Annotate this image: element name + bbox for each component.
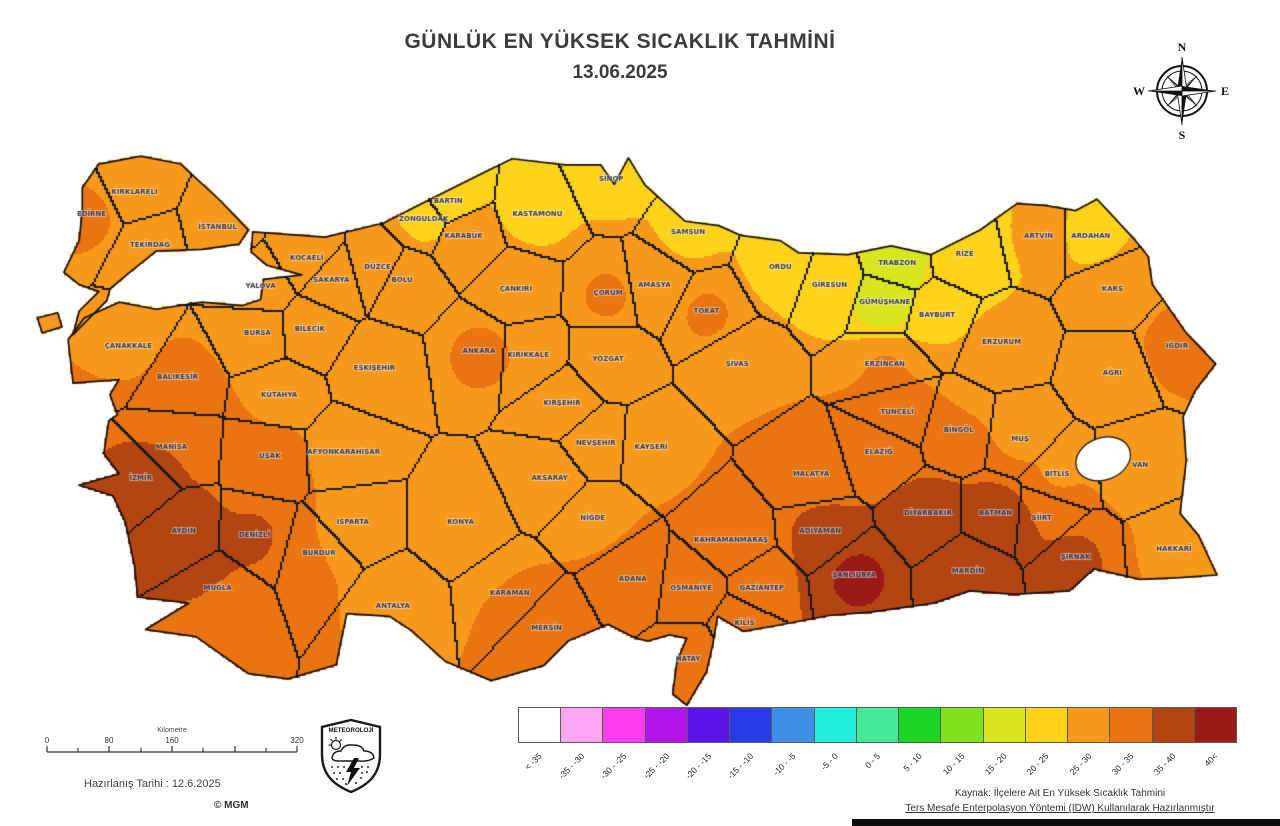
legend-label: -30 - -25: [598, 751, 629, 781]
legend-item: 40<: [1193, 707, 1237, 783]
legend-swatch: [1151, 707, 1195, 743]
legend-label: 20 - 25: [1025, 751, 1051, 777]
legend-label: 25 - 30: [1067, 751, 1094, 777]
legend-item: -35 - -30: [556, 707, 604, 783]
bottom-bar: [852, 819, 1280, 826]
legend-label: -15 - -10: [725, 751, 756, 781]
legend-swatch: [813, 707, 857, 743]
legend-swatch: [855, 707, 900, 743]
legend-label: 15 - 20: [982, 751, 1009, 777]
legend-label: < -35: [523, 751, 545, 772]
legend-swatch: [1067, 707, 1111, 743]
legend-label: -5 - 0: [818, 751, 840, 773]
legend-item: 0 - 5: [855, 707, 900, 783]
compass-cardinal-points: [1147, 56, 1217, 126]
legend-label: 10 - 15: [940, 751, 967, 777]
scale-tick-0: 0: [45, 736, 50, 745]
legend-label: -20 - -15: [683, 751, 714, 781]
logo-cloud-icon: [331, 744, 375, 762]
scale-tick-160: 160: [165, 736, 179, 745]
legend-item: -20 - -15: [683, 707, 731, 783]
legend-item: 30 - 35: [1109, 707, 1153, 783]
scale-tick-80: 80: [105, 736, 114, 745]
source-line-2: Ters Mesafe Enterpolasyon Yöntemi (IDW) …: [905, 803, 1215, 814]
compass-north-label: N: [1178, 40, 1187, 54]
legend-item: 35 - 40: [1151, 707, 1195, 783]
legend-item: -30 - -25: [598, 707, 646, 783]
legend-item: -25 - -20: [641, 707, 688, 783]
legend-label: 0 - 5: [862, 751, 882, 771]
source-line-1: Kaynak: İlçelere Ait En Yüksek Sıcaklık …: [954, 788, 1166, 799]
legend-swatch: [729, 707, 773, 743]
legend-swatch: [602, 707, 646, 743]
legend-item: 10 - 15: [940, 707, 984, 783]
legend-swatch: [1193, 707, 1237, 743]
legend-swatch: [898, 707, 942, 743]
legend-item: 20 - 25: [1024, 707, 1069, 783]
legend-swatch: [982, 707, 1026, 743]
legend-label: 30 - 35: [1109, 751, 1136, 777]
legend-swatch: [518, 707, 562, 743]
legend-item: -15 - -10: [725, 707, 773, 783]
compass-rose-icon: N E S W: [1133, 40, 1229, 140]
legend-swatch: [560, 707, 604, 743]
legend-item: -5 - 0: [813, 707, 857, 783]
logo-lightning-icon: [346, 758, 360, 786]
legend-label: 40<: [1202, 751, 1220, 769]
mgm-logo: METEOROLOJİ: [320, 718, 382, 794]
compass-east-label: E: [1221, 84, 1229, 98]
legend-item: -10 - -5: [771, 707, 815, 783]
legend-swatch: [771, 707, 815, 743]
temperature-legend: < -35 -35 - -30 -30 - -25 -25 - -20 -20 - -1…: [518, 707, 1237, 783]
map-scale-bar: Kilometre 0 80 160 320: [45, 727, 304, 753]
logo-text: METEOROLOJİ: [328, 727, 373, 734]
scale-tick-320: 320: [290, 736, 304, 745]
compass-south-label: S: [1179, 128, 1186, 140]
prepared-date: Hazırlanış Tarihi : 12.6.2025: [84, 778, 221, 790]
legend-item: 15 - 20: [982, 707, 1026, 783]
legend-swatch: [1024, 707, 1069, 743]
legend-swatch: [940, 707, 984, 743]
legend-swatch: [644, 707, 688, 743]
logo-rain-dots: [331, 766, 369, 785]
logo-sun-icon: [328, 737, 342, 751]
compass-west-label: W: [1133, 84, 1145, 98]
legend-label: -25 - -20: [641, 751, 671, 781]
legend-label: -35 - -30: [556, 751, 587, 781]
legend-item: 5 - 10: [898, 707, 942, 783]
mgm-copyright: © MGM: [214, 800, 249, 811]
legend-swatch: [686, 707, 731, 743]
legend-item: 25 - 30: [1067, 707, 1111, 783]
legend-swatch: [1109, 707, 1153, 743]
scale-bar-unit: Kilometre: [157, 727, 187, 734]
legend-label: 5 - 10: [901, 751, 925, 774]
legend-label: 35 - 40: [1151, 751, 1178, 777]
legend-label: -10 - -5: [771, 751, 798, 778]
legend-item: < -35: [518, 707, 562, 783]
